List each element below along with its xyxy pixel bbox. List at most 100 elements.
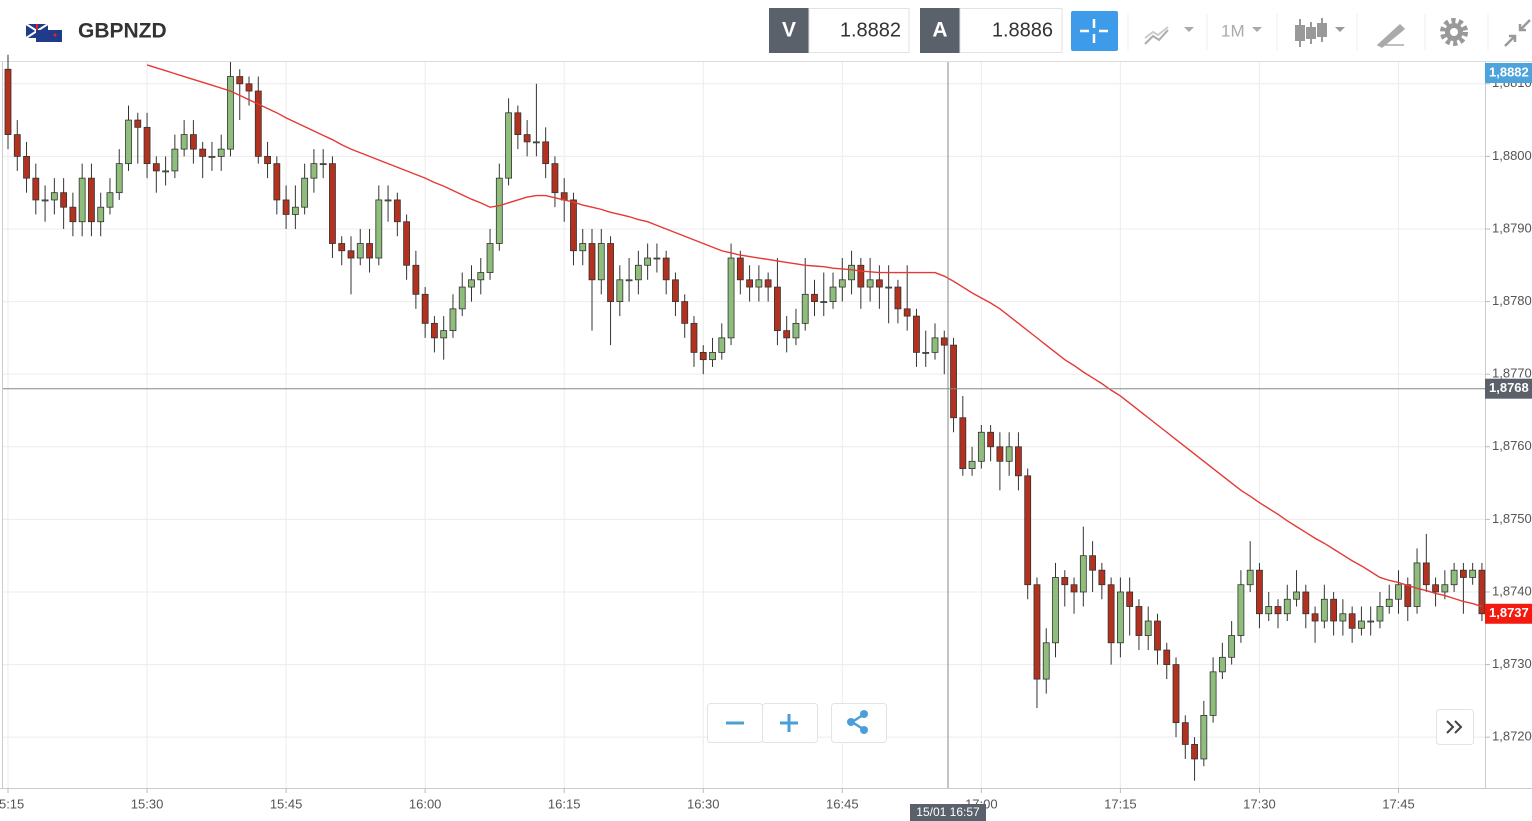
share-button[interactable]: [831, 703, 887, 743]
candle-body: [1135, 606, 1143, 636]
candle-body: [968, 460, 976, 469]
top-price-badge: [1485, 63, 1532, 83]
candle-body: [421, 293, 429, 324]
candle-body: [885, 286, 893, 289]
candle-body: [143, 126, 151, 165]
candle-body: [1320, 598, 1328, 622]
scroll-right-button[interactable]: [1436, 709, 1474, 745]
y-tick-label: 1,8780: [1492, 293, 1532, 308]
candle-body: [1256, 569, 1263, 615]
zoom-in-button[interactable]: [762, 703, 818, 743]
candles-button[interactable]: [1295, 18, 1345, 47]
candle-body: [1274, 606, 1282, 615]
candle-body: [1117, 591, 1124, 644]
candle-body: [727, 257, 735, 339]
candle-body: [1144, 620, 1152, 636]
candle-body: [1339, 613, 1347, 622]
moving-average: [146, 64, 1483, 608]
candle-body: [829, 286, 837, 302]
candle-body: [217, 148, 225, 157]
candle-body: [41, 199, 49, 202]
candle-body: [97, 206, 105, 223]
candle-body: [1061, 577, 1069, 586]
y-tick-label: 1,8790: [1492, 220, 1532, 235]
candle-body: [1283, 598, 1291, 615]
candle-body: [366, 243, 373, 259]
collapse-button[interactable]: [1504, 19, 1531, 47]
candle-body: [1181, 722, 1189, 745]
crosshair-button[interactable]: [1071, 11, 1118, 51]
candle-body: [783, 330, 791, 339]
candle-body: [1015, 446, 1022, 477]
candle-body: [264, 155, 271, 165]
candle-body: [616, 279, 624, 302]
candle-body: [1432, 584, 1439, 593]
candle-body: [1228, 635, 1236, 658]
candle-body: [838, 279, 846, 288]
candle-body: [393, 199, 401, 223]
bid-box[interactable]: [808, 8, 910, 53]
candle-body: [1052, 577, 1059, 644]
candle-body: [922, 351, 930, 354]
ask-price: 1.8886: [992, 19, 1053, 41]
candle-body: [875, 279, 883, 288]
candle-body: [171, 148, 179, 172]
candle-body: [1469, 569, 1477, 578]
candle-body: [1395, 584, 1402, 600]
candle-body: [1311, 613, 1319, 622]
candle-body: [1385, 598, 1393, 607]
candle-body: [282, 199, 290, 215]
candle-body: [551, 163, 559, 194]
candle-body: [681, 301, 689, 324]
chart-type-button[interactable]: [1144, 26, 1194, 45]
ask-tag: [920, 8, 960, 53]
x-tick-label: 16:00: [409, 796, 442, 811]
candle-body: [736, 257, 744, 281]
candle-body: [403, 221, 411, 266]
candle-body: [1042, 642, 1050, 680]
candle-body: [329, 163, 336, 244]
crosshair-time-label: 15/01 16:57: [916, 805, 980, 819]
candle-body: [718, 337, 726, 353]
candle-body: [115, 163, 123, 194]
candle-body: [23, 155, 30, 179]
draw-button[interactable]: [1376, 23, 1406, 48]
x-tick-label: 16:30: [687, 796, 720, 811]
candle-body: [607, 243, 614, 302]
candle-body: [1450, 569, 1458, 586]
candle-body: [291, 206, 299, 215]
ask-box[interactable]: [959, 8, 1063, 53]
candle-body: [690, 322, 698, 353]
candle-body: [1005, 446, 1013, 462]
candle-body: [542, 141, 550, 165]
y-tick-label: 1,8750: [1492, 511, 1532, 526]
candle-body: [1098, 569, 1106, 586]
zoom-out-button[interactable]: [707, 703, 763, 743]
candle-body: [440, 330, 448, 339]
candle-body: [199, 148, 207, 157]
candle-body: [1218, 656, 1226, 673]
symbol: GBPNZD: [78, 20, 167, 43]
candle-body: [245, 83, 253, 92]
candle-body: [477, 272, 485, 281]
crosshair-time-badge: [910, 804, 986, 821]
x-tick-label: 16:45: [826, 796, 859, 811]
y-tick-label: 1,8740: [1492, 583, 1532, 598]
candle-body: [412, 264, 420, 295]
candle-body: [866, 279, 874, 288]
candle-body: [32, 177, 40, 201]
timeframe[interactable]: 1M: [1221, 21, 1245, 40]
candle-body: [468, 279, 475, 288]
candle-body: [653, 257, 661, 260]
settings-button[interactable]: [1440, 18, 1468, 46]
current-price-label: 1,8737: [1489, 605, 1529, 620]
candle-body: [180, 134, 188, 150]
candle-body: [78, 177, 86, 223]
candle-body: [495, 177, 503, 244]
candle-body: [1376, 606, 1384, 622]
candle-body: [1246, 569, 1254, 586]
candle-body: [356, 243, 364, 259]
candle-body: [1441, 584, 1449, 593]
candle-body: [319, 163, 327, 166]
candle-body: [50, 192, 58, 201]
